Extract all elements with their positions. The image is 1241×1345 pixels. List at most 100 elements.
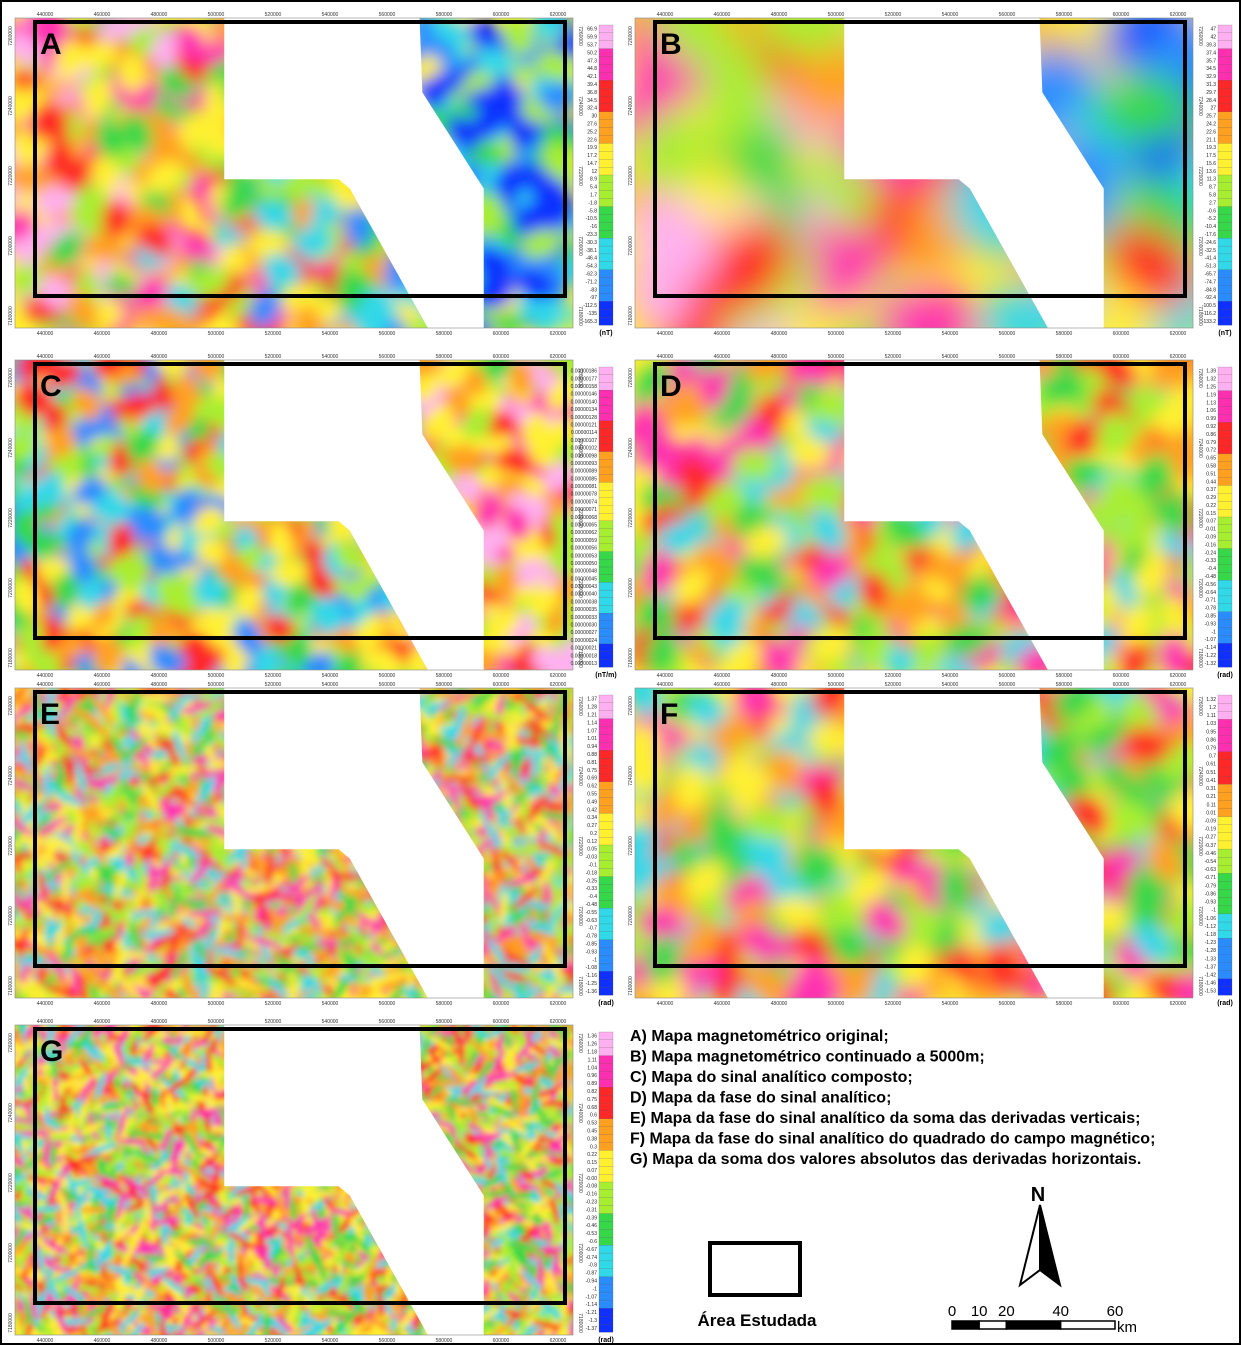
colorbar-label: -165.3 bbox=[583, 319, 597, 325]
colorbar-cell bbox=[1218, 533, 1232, 541]
x-tick-label: 560000 bbox=[999, 331, 1016, 337]
colorbar-label: -1.22 bbox=[1205, 653, 1217, 659]
colorbar-cell bbox=[1218, 49, 1232, 57]
colorbar-cell bbox=[599, 644, 613, 652]
x-tick-label: 520000 bbox=[885, 331, 902, 337]
colorbar-unit: (nT) bbox=[1218, 330, 1231, 337]
colorbar-cell bbox=[599, 590, 613, 598]
colorbar-label: 66.9 bbox=[587, 27, 597, 33]
colorbar-unit: (nT) bbox=[599, 330, 612, 337]
colorbar-cell bbox=[599, 529, 613, 537]
colorbar-cell bbox=[1218, 541, 1232, 549]
colorbar-label: -24.6 bbox=[1205, 240, 1217, 246]
colorbar-label: -1.8 bbox=[588, 200, 597, 206]
map-panel: A440000440000460000460000480000480000500… bbox=[0, 0, 613, 352]
colorbar-label: 0.72 bbox=[1206, 448, 1216, 454]
colorbar-cell bbox=[599, 128, 613, 136]
map-panel: C440000440000460000460000480000480000500… bbox=[0, 338, 617, 691]
colorbar-label: -0.64 bbox=[1205, 590, 1217, 596]
legend-item: C) Mapa do sinal analítico composto; bbox=[630, 1069, 913, 1086]
colorbar-cell bbox=[1218, 167, 1232, 175]
colorbar-label: 59.9 bbox=[587, 35, 597, 41]
colorbar-cell bbox=[1218, 517, 1232, 525]
x-tick-label: 500000 bbox=[828, 673, 845, 679]
colorbar-cell bbox=[1218, 262, 1232, 270]
y-tick-label: 7260000 bbox=[8, 368, 14, 388]
colorbar-label: 42.1 bbox=[587, 74, 597, 80]
colorbar-label: 0.00000013 bbox=[571, 661, 598, 667]
colorbar-label: -1.14 bbox=[1205, 645, 1217, 651]
colorbar-cell bbox=[599, 143, 613, 151]
colorbar-cell bbox=[599, 467, 613, 475]
colorbar-cell bbox=[1218, 222, 1232, 230]
x-tick-label: 560000 bbox=[999, 354, 1016, 360]
colorbar-label: 0.00000024 bbox=[571, 638, 598, 644]
colorbar-label: 24.2 bbox=[1206, 121, 1216, 127]
colorbar-cell bbox=[599, 167, 613, 175]
colorbar-label: -23.3 bbox=[586, 232, 598, 238]
colorbar-label: 0.00000033 bbox=[571, 615, 598, 621]
y-tick-label: 7240000 bbox=[8, 438, 14, 458]
colorbar-label: 0.00000045 bbox=[571, 576, 598, 582]
colorbar-label: 0.00000059 bbox=[571, 538, 598, 544]
x-tick-label: 580000 bbox=[1056, 12, 1073, 18]
y-tick-label: 7220000 bbox=[8, 166, 14, 186]
colorbar-cell bbox=[599, 96, 613, 104]
colorbar-cell bbox=[1218, 588, 1232, 596]
x-tick-label: 500000 bbox=[208, 354, 225, 360]
scale-segment bbox=[1006, 1321, 1060, 1329]
colorbar-label: 1.25 bbox=[1206, 385, 1216, 391]
colorbar-cell bbox=[1218, 136, 1232, 144]
colorbar-cell bbox=[1218, 143, 1232, 151]
colorbar-cell bbox=[1218, 293, 1232, 301]
colorbar-cell bbox=[599, 382, 613, 390]
colorbar-label: 32.4 bbox=[587, 106, 597, 112]
x-tick-label: 520000 bbox=[265, 331, 282, 337]
colorbar-cell bbox=[1218, 501, 1232, 509]
colorbar-cell bbox=[599, 278, 613, 286]
north-label: N bbox=[1031, 1184, 1045, 1206]
colorbar-cell bbox=[599, 398, 613, 406]
colorbar-label: -62.3 bbox=[586, 271, 598, 277]
scale-segment bbox=[1061, 1321, 1115, 1329]
colorbar-label: -0.24 bbox=[1205, 550, 1217, 556]
colorbar-cell bbox=[599, 652, 613, 660]
y-tick-label: 7240000 bbox=[1197, 438, 1203, 458]
y-tick-label: 7240000 bbox=[1197, 96, 1203, 116]
colorbar-label: -0.85 bbox=[1205, 613, 1217, 619]
colorbar-cell bbox=[1218, 278, 1232, 286]
colorbar-label: 0.00000062 bbox=[571, 530, 598, 536]
x-tick-label: 600000 bbox=[493, 331, 510, 337]
colorbar-cell bbox=[599, 459, 613, 467]
x-tick-label: 560000 bbox=[379, 331, 396, 337]
colorbar-label: 1.39 bbox=[1206, 369, 1216, 375]
map-panel: E440000440000460000460000480000480000500… bbox=[0, 672, 614, 1016]
x-tick-label: 480000 bbox=[151, 331, 168, 337]
colorbar-cell bbox=[599, 367, 613, 375]
y-tick-label: 7200000 bbox=[628, 236, 634, 256]
colorbar-cell bbox=[1218, 175, 1232, 183]
x-tick-label: 480000 bbox=[771, 673, 788, 679]
colorbar-label: 31.3 bbox=[1206, 82, 1216, 88]
y-tick-label: 7260000 bbox=[8, 26, 14, 46]
colorbar-cell bbox=[599, 57, 613, 65]
y-tick-label: 7200000 bbox=[1197, 578, 1203, 598]
x-tick-label: 540000 bbox=[942, 354, 959, 360]
x-tick-label: 480000 bbox=[151, 12, 168, 18]
colorbar-cell bbox=[599, 482, 613, 490]
y-tick-label: 7180000 bbox=[8, 648, 14, 668]
colorbar-cell bbox=[599, 246, 613, 254]
x-tick-label: 460000 bbox=[714, 331, 731, 337]
colorbar-label: -0.01 bbox=[1205, 527, 1217, 533]
colorbar-label: -116.2 bbox=[1202, 311, 1216, 317]
colorbar-label: 28.4 bbox=[1206, 98, 1216, 104]
colorbar-cell bbox=[599, 552, 613, 560]
colorbar-label: 27.6 bbox=[587, 121, 597, 127]
colorbar-label: 0.07 bbox=[1206, 519, 1216, 525]
colorbar-cell bbox=[1218, 596, 1232, 604]
y-tick-label: 7200000 bbox=[1197, 236, 1203, 256]
colorbar-cell bbox=[599, 621, 613, 629]
colorbar-label: 0.92 bbox=[1206, 424, 1216, 430]
colorbar-cell bbox=[599, 80, 613, 88]
colorbar-label: 17.5 bbox=[1206, 153, 1216, 159]
